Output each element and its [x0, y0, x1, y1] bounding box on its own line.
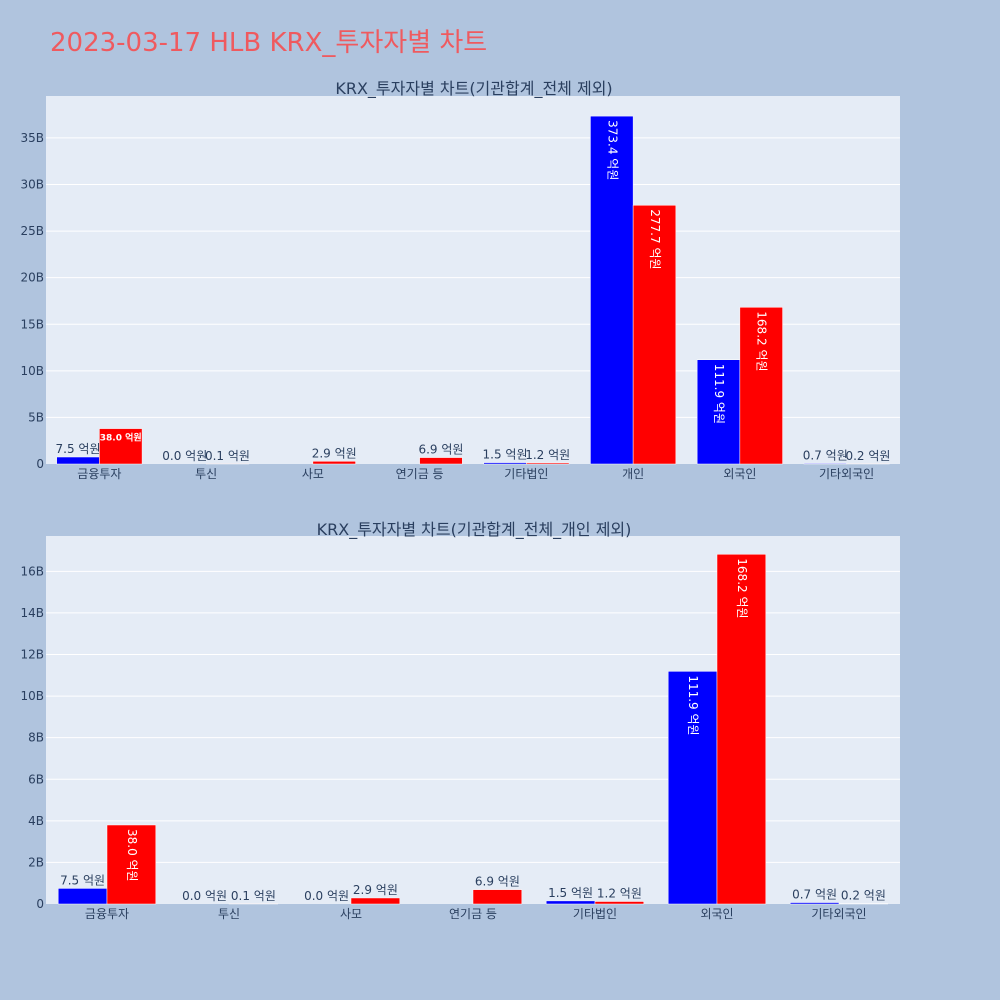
y-tick-label: 16B	[20, 564, 44, 578]
y-tick-label: 6B	[28, 772, 44, 786]
x-tick-label: 외국인	[700, 907, 733, 921]
data-label: 2.9 억원	[353, 883, 398, 897]
x-tick-label: 외국인	[723, 467, 756, 481]
chart-title: KRX_투자자별 차트(기관합계_전체_개인 제외)	[317, 520, 632, 540]
chart-title: KRX_투자자별 차트(기관합계_전체 제외)	[335, 79, 612, 99]
data-label: 0.0 억원	[304, 889, 349, 903]
bar	[350, 897, 401, 905]
data-label: 168.2 억원	[735, 558, 749, 618]
data-label: 111.9 억원	[686, 675, 700, 735]
data-label: 0.0 억원	[182, 889, 227, 903]
y-tick-label: 20B	[20, 271, 44, 285]
y-tick-label: 0	[36, 457, 44, 471]
data-label: 168.2 억원	[755, 311, 769, 371]
x-tick-label: 기타외국인	[811, 907, 866, 921]
bar	[594, 901, 645, 905]
y-tick-label: 25B	[20, 224, 44, 238]
x-tick-label: 개인	[622, 467, 644, 481]
data-label: 6.9 억원	[475, 875, 520, 889]
data-label: 1.2 억원	[597, 887, 642, 901]
data-label: 277.7 억원	[648, 209, 662, 269]
x-tick-label: 금융투자	[77, 467, 121, 481]
bar	[472, 889, 523, 905]
x-tick-label: 금융투자	[85, 907, 129, 921]
y-tick-label: 8B	[28, 731, 44, 745]
bar	[789, 902, 840, 905]
data-label: 38.0 억원	[100, 432, 142, 444]
x-tick-label: 투신	[195, 467, 217, 481]
data-label: 111.9 억원	[712, 364, 726, 424]
data-label: 2.9 억원	[312, 446, 357, 460]
bar	[312, 461, 356, 465]
y-tick-label: 30B	[20, 178, 44, 192]
data-label: 1.5 억원	[483, 448, 528, 462]
data-label: 373.4 억원	[605, 120, 619, 180]
chart-1: 0 5B 10B 15B 20B 25B 30B 35B KRX_투자자별 차트(기관합계_전체…	[20, 79, 900, 481]
x-tick-label: 기타법인	[504, 467, 548, 481]
data-label: 0.1 억원	[205, 449, 250, 463]
data-label: 0.7 억원	[792, 888, 837, 902]
y-tick-label: 2B	[28, 855, 44, 869]
y-tick-label: 35B	[20, 131, 44, 145]
x-tick-label: 연기금 등	[449, 907, 497, 921]
y-tick-label: 5B	[28, 410, 44, 424]
y-tick-label: 0	[36, 897, 44, 911]
y-tick-label: 15B	[20, 317, 44, 331]
data-label: 0.7 억원	[803, 448, 848, 462]
bar	[57, 888, 108, 905]
bar	[56, 456, 100, 465]
chart-2: 0 2B 4B 6B 8B 10B 12B 14B 16B KRX_투자자별 차트(기관합계_전체…	[20, 520, 900, 921]
bar	[106, 824, 157, 905]
bar	[632, 205, 677, 465]
plot-area	[46, 536, 900, 904]
data-label: 0.0 억원	[162, 449, 207, 463]
bar	[716, 554, 767, 905]
y-tick-label: 14B	[20, 606, 44, 620]
data-label: 7.5 억원	[56, 442, 101, 456]
bar	[526, 462, 570, 465]
y-tick-label: 10B	[20, 364, 44, 378]
bar	[483, 462, 527, 465]
data-label: 1.2 억원	[525, 448, 570, 462]
data-label: 38.0 억원	[125, 829, 139, 882]
bar	[739, 307, 783, 465]
page-title: 2023-03-17 HLB KRX_투자자별 차트	[50, 28, 488, 58]
x-tick-label: 기타법인	[573, 907, 617, 921]
bar	[419, 457, 463, 465]
data-label: 0.2 억원	[845, 449, 890, 463]
x-tick-label: 연기금 등	[396, 467, 444, 481]
data-label: 0.1 억원	[231, 889, 276, 903]
x-tick-label: 사모	[340, 907, 362, 921]
bar	[696, 359, 741, 465]
y-tick-label: 10B	[20, 689, 44, 703]
x-tick-label: 사모	[302, 467, 324, 481]
data-label: 0.2 억원	[841, 889, 886, 903]
bar	[590, 115, 634, 465]
bar	[803, 463, 847, 465]
y-tick-label: 12B	[20, 648, 44, 662]
data-label: 7.5 억원	[60, 873, 105, 887]
x-tick-label: 기타외국인	[819, 467, 874, 481]
x-tick-label: 투신	[218, 907, 240, 921]
data-label: 6.9 억원	[418, 443, 463, 457]
bar	[545, 900, 596, 905]
bar	[99, 428, 143, 465]
y-tick-label: 4B	[28, 814, 44, 828]
data-label: 1.5 억원	[548, 886, 593, 900]
